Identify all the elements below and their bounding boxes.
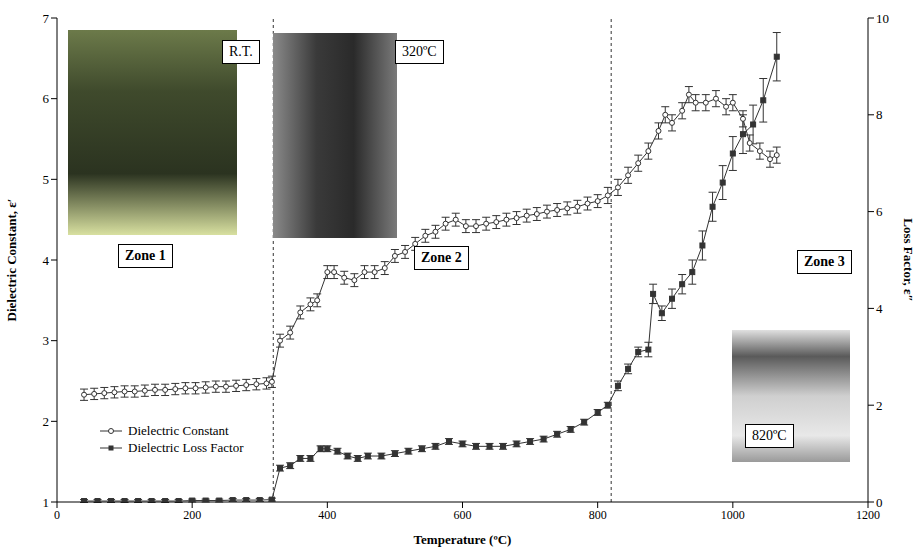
- svg-text:2: 2: [876, 398, 883, 413]
- svg-text:5: 5: [43, 172, 50, 187]
- html-text:Zone 3: Zone 3: [804, 254, 845, 269]
- svg-text:7: 7: [43, 11, 50, 26]
- svg-text:8: 8: [876, 107, 883, 122]
- svg-text:Dielectric Constant, ε′: Dielectric Constant, ε′: [4, 199, 19, 322]
- svg-text:800: 800: [589, 508, 607, 522]
- svg-text:1200: 1200: [856, 507, 880, 522]
- svg-text:200: 200: [183, 508, 201, 522]
- svg-text:1: 1: [43, 495, 50, 510]
- html-text:320ºC: 320ºC: [402, 44, 437, 59]
- svg-text:Loss Factor, ε″: Loss Factor, ε″: [901, 218, 916, 301]
- svg-text:10: 10: [876, 11, 889, 26]
- svg-text:6: 6: [876, 204, 883, 219]
- html-text:Zone 2: Zone 2: [421, 250, 462, 265]
- html-text:820ºC: 820ºC: [752, 428, 787, 443]
- svg-text:4: 4: [876, 301, 883, 316]
- svg-text:Temperature (ºC): Temperature (ºC): [414, 532, 512, 547]
- svg-text:1000: 1000: [721, 508, 745, 522]
- html-text:Zone 1: Zone 1: [125, 248, 166, 263]
- svg-text:600: 600: [454, 508, 472, 522]
- svg-text:4: 4: [43, 253, 50, 268]
- svg-text:0: 0: [876, 495, 883, 510]
- html-text:Dielectric Constant: Dielectric Constant: [128, 422, 229, 438]
- svg-text:0: 0: [54, 508, 60, 522]
- html-text:Dielectric Loss Factor: Dielectric Loss Factor: [128, 439, 244, 455]
- html-text:R.T.: R.T.: [229, 44, 253, 59]
- svg-text:2: 2: [43, 414, 50, 429]
- svg-text:6: 6: [43, 91, 50, 106]
- svg-text:3: 3: [43, 333, 50, 348]
- svg-text:400: 400: [318, 508, 336, 522]
